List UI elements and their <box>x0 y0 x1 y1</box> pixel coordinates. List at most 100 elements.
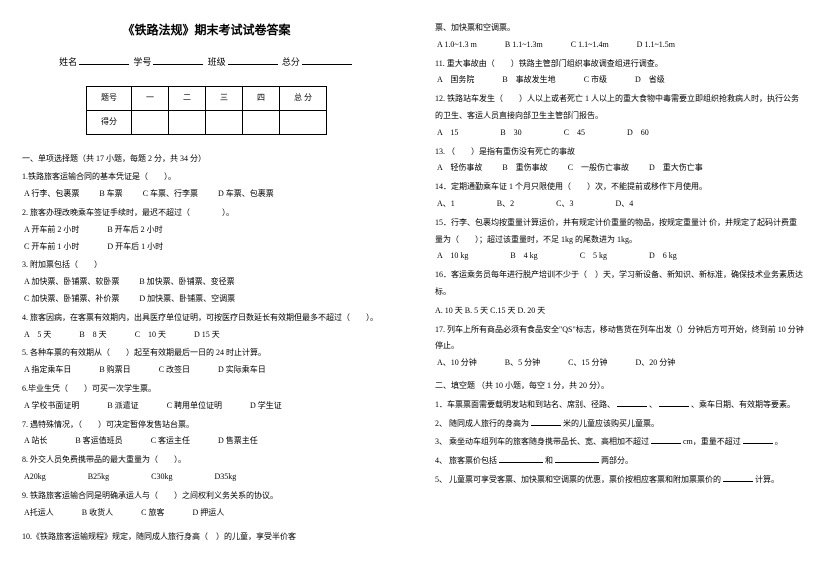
opt: C 10 天 <box>135 327 166 344</box>
opt: A 轻伤事故 <box>437 160 482 177</box>
q17-opts: A、10 分钟 B、5 分钟 C、15 分钟 D、20 分钟 <box>437 355 804 372</box>
opt: C 改签日 <box>159 362 190 379</box>
opt: A 5 天 <box>24 327 51 344</box>
f2a: 2、 随同成人旅行的身高为 <box>435 419 529 428</box>
opt: C 开车前 1 小时 <box>24 239 79 256</box>
opt: B 派遣证 <box>107 398 138 415</box>
opt: A托运人 <box>24 505 54 522</box>
opt: A 指定乘车日 <box>24 362 71 379</box>
q11: 11. 重大事故由（ ）铁路主管部门组织事故调查组进行调查。 <box>435 56 804 73</box>
opt: B 8 天 <box>79 327 106 344</box>
opt: C 聘用单位证明 <box>167 398 222 415</box>
q14: 14．定期通勤乘车证 1 个月只限使用（ ）次，不能提前或移作下月使用。 <box>435 179 804 196</box>
opt: B 事故发生地 <box>502 72 555 89</box>
opt: C 1.1~1.4m <box>571 37 609 54</box>
blank <box>499 453 543 463</box>
opt: B25kg <box>88 469 109 486</box>
label-total: 总分 <box>282 57 300 67</box>
f1a: 1．车票票面需要载明发站和到站名、席别、径路、 <box>435 400 615 409</box>
opt: C 客运主任 <box>151 433 190 450</box>
section-1-heading: 一、单项选择题（共 17 小题，每题 2 分，共 34 分） <box>22 151 391 168</box>
opt: B 购票日 <box>99 362 130 379</box>
th: 总 分 <box>280 87 327 111</box>
q10-opts: A 1.0~1.3 m B 1.1~1.3m C 1.1~1.4m D 1.1~… <box>437 37 804 54</box>
opt: D 15 天 <box>194 327 220 344</box>
th: 三 <box>206 87 243 111</box>
opt: A 行李、包裹票 <box>24 186 79 203</box>
opt: D 车票、包裹票 <box>218 186 274 203</box>
opt: C30kg <box>151 469 172 486</box>
q6-opts: A 学校书面证明 B 派遣证 C 聘用单位证明 D 学生证 <box>24 398 391 415</box>
blank-total <box>302 55 352 65</box>
f4b: 和 <box>545 456 553 465</box>
opt: A 开车前 2 小时 <box>24 222 79 239</box>
q12: 12. 铁路站车发生（ ）人以上或者死亡 1 人以上的重大食物中毒需要立即组织抢… <box>435 91 804 125</box>
opt: D 实际乘车日 <box>218 362 266 379</box>
q10-cont: 票、加快票和空调票。 <box>435 20 804 37</box>
blank-name <box>79 55 129 65</box>
opt: B、2 <box>497 196 514 213</box>
q9-opts: A托运人 B 收货人 C 旅客 D 押运人 <box>24 505 391 522</box>
opt: A 学校书面证明 <box>24 398 79 415</box>
fill-1: 1．车票票面需要载明发站和到站名、席别、径路、、、乘车日期、有效期等要素。 <box>435 397 804 414</box>
fill-2: 2、 随同成人旅行的身高为米的儿童应该购买儿童票。 <box>435 416 804 433</box>
q4: 4. 旅客因病，在客票有效期内，出具医疗单位证明，可按医疗日数延长有效期但最多不… <box>22 310 391 327</box>
opt: A 国务院 <box>437 72 474 89</box>
q1: 1.铁路旅客运输合同的基本凭证是（ ）。 <box>22 169 391 186</box>
q17: 17. 列车上所有商品必须有食品安全"QS"标志，移动售货在列车出发（）分钟后方… <box>435 322 804 356</box>
q16-opts: A. 10 天 B. 5 天 C.15 天 D. 20 天 <box>435 303 804 320</box>
opt: A20kg <box>24 469 46 486</box>
exam-title: 《铁路法规》期末考试试卷答案 <box>22 18 391 43</box>
info-line: 姓名 学号 班级 总分 <box>22 53 391 72</box>
blank <box>531 416 561 426</box>
blank-id <box>153 55 203 65</box>
opt: A、10 分钟 <box>437 355 477 372</box>
opt: C 5 kg <box>580 248 607 265</box>
f3b: cm，重量不超过 <box>683 437 741 446</box>
opt: A 站长 <box>24 433 47 450</box>
opt: A 加快票、卧铺票、软卧票 <box>24 274 119 291</box>
opt: C 市级 <box>584 72 607 89</box>
section-2-heading: 二、填空题 （共 10 小题，每空 1 分，共 20 分）。 <box>435 378 804 395</box>
fill-5: 5、 儿童票可享受客票、加快票和空调票的优惠，票价按相应客票和附加票票价的计算。 <box>435 472 804 489</box>
q10: 10.《铁路旅客运输规程》规定，随同成人旅行身高（ ）的儿童，享受半价客 <box>22 529 391 546</box>
opt: A 15 <box>437 125 458 142</box>
q6: 6.毕业生凭（ ）可买一次学生票。 <box>22 381 391 398</box>
q3-opts-2: C 加快票、卧铺票、补价票 D 加快票、卧铺票、空调票 <box>24 291 391 308</box>
td <box>132 110 169 134</box>
fill-4: 4、 旅客票价包括和两部分。 <box>435 453 804 470</box>
opt: D 重大伤亡事 <box>649 160 703 177</box>
label-class: 班级 <box>208 57 226 67</box>
blank-class <box>228 55 278 65</box>
th: 二 <box>169 87 206 111</box>
td <box>243 110 280 134</box>
opt: C 加快票、卧铺票、补价票 <box>24 291 119 308</box>
opt: D、4 <box>615 196 633 213</box>
opt: C、15 分钟 <box>568 355 607 372</box>
opt: D 60 <box>627 125 649 142</box>
score-table: 题号 一 二 三 四 总 分 得分 <box>86 86 327 135</box>
opt: B 重伤事故 <box>502 160 547 177</box>
opt: D 省级 <box>635 72 665 89</box>
q8-opts: A20kg B25kg C30kg D35kg <box>24 469 391 486</box>
blank <box>659 397 689 407</box>
th: 一 <box>132 87 169 111</box>
q7-opts: A 站长 B 客运值班员 C 客运主任 D 售票主任 <box>24 433 391 450</box>
q1-opts: A 行李、包裹票 B 车票 C 车票、行李票 D 车票、包裹票 <box>24 186 391 203</box>
q14-opts: A、1 B、2 C、3 D、4 <box>437 196 804 213</box>
q4-opts: A 5 天 B 8 天 C 10 天 D 15 天 <box>24 327 391 344</box>
opt: B 车票 <box>99 186 122 203</box>
right-page: 票、加快票和空调票。 A 1.0~1.3 m B 1.1~1.3m C 1.1~… <box>413 0 826 583</box>
fill-3: 3、 乘坐动车组列车的旅客随身携带品长、宽、高相加不超过cm，重量不超过。 <box>435 434 804 451</box>
opt: A 1.0~1.3 m <box>437 37 477 54</box>
blank <box>555 453 599 463</box>
q5-opts: A 指定乘车日 B 购票日 C 改签日 D 实际乘车日 <box>24 362 391 379</box>
f4a: 4、 旅客票价包括 <box>435 456 497 465</box>
opt: D 学生证 <box>250 398 282 415</box>
opt: D、20 分钟 <box>635 355 675 372</box>
q8: 8. 外交人员免费携带品的最大重量为（ ）。 <box>22 452 391 469</box>
opt: C 45 <box>564 125 585 142</box>
opt: A 10 kg <box>437 248 468 265</box>
td <box>169 110 206 134</box>
opt: B 收货人 <box>82 505 113 522</box>
